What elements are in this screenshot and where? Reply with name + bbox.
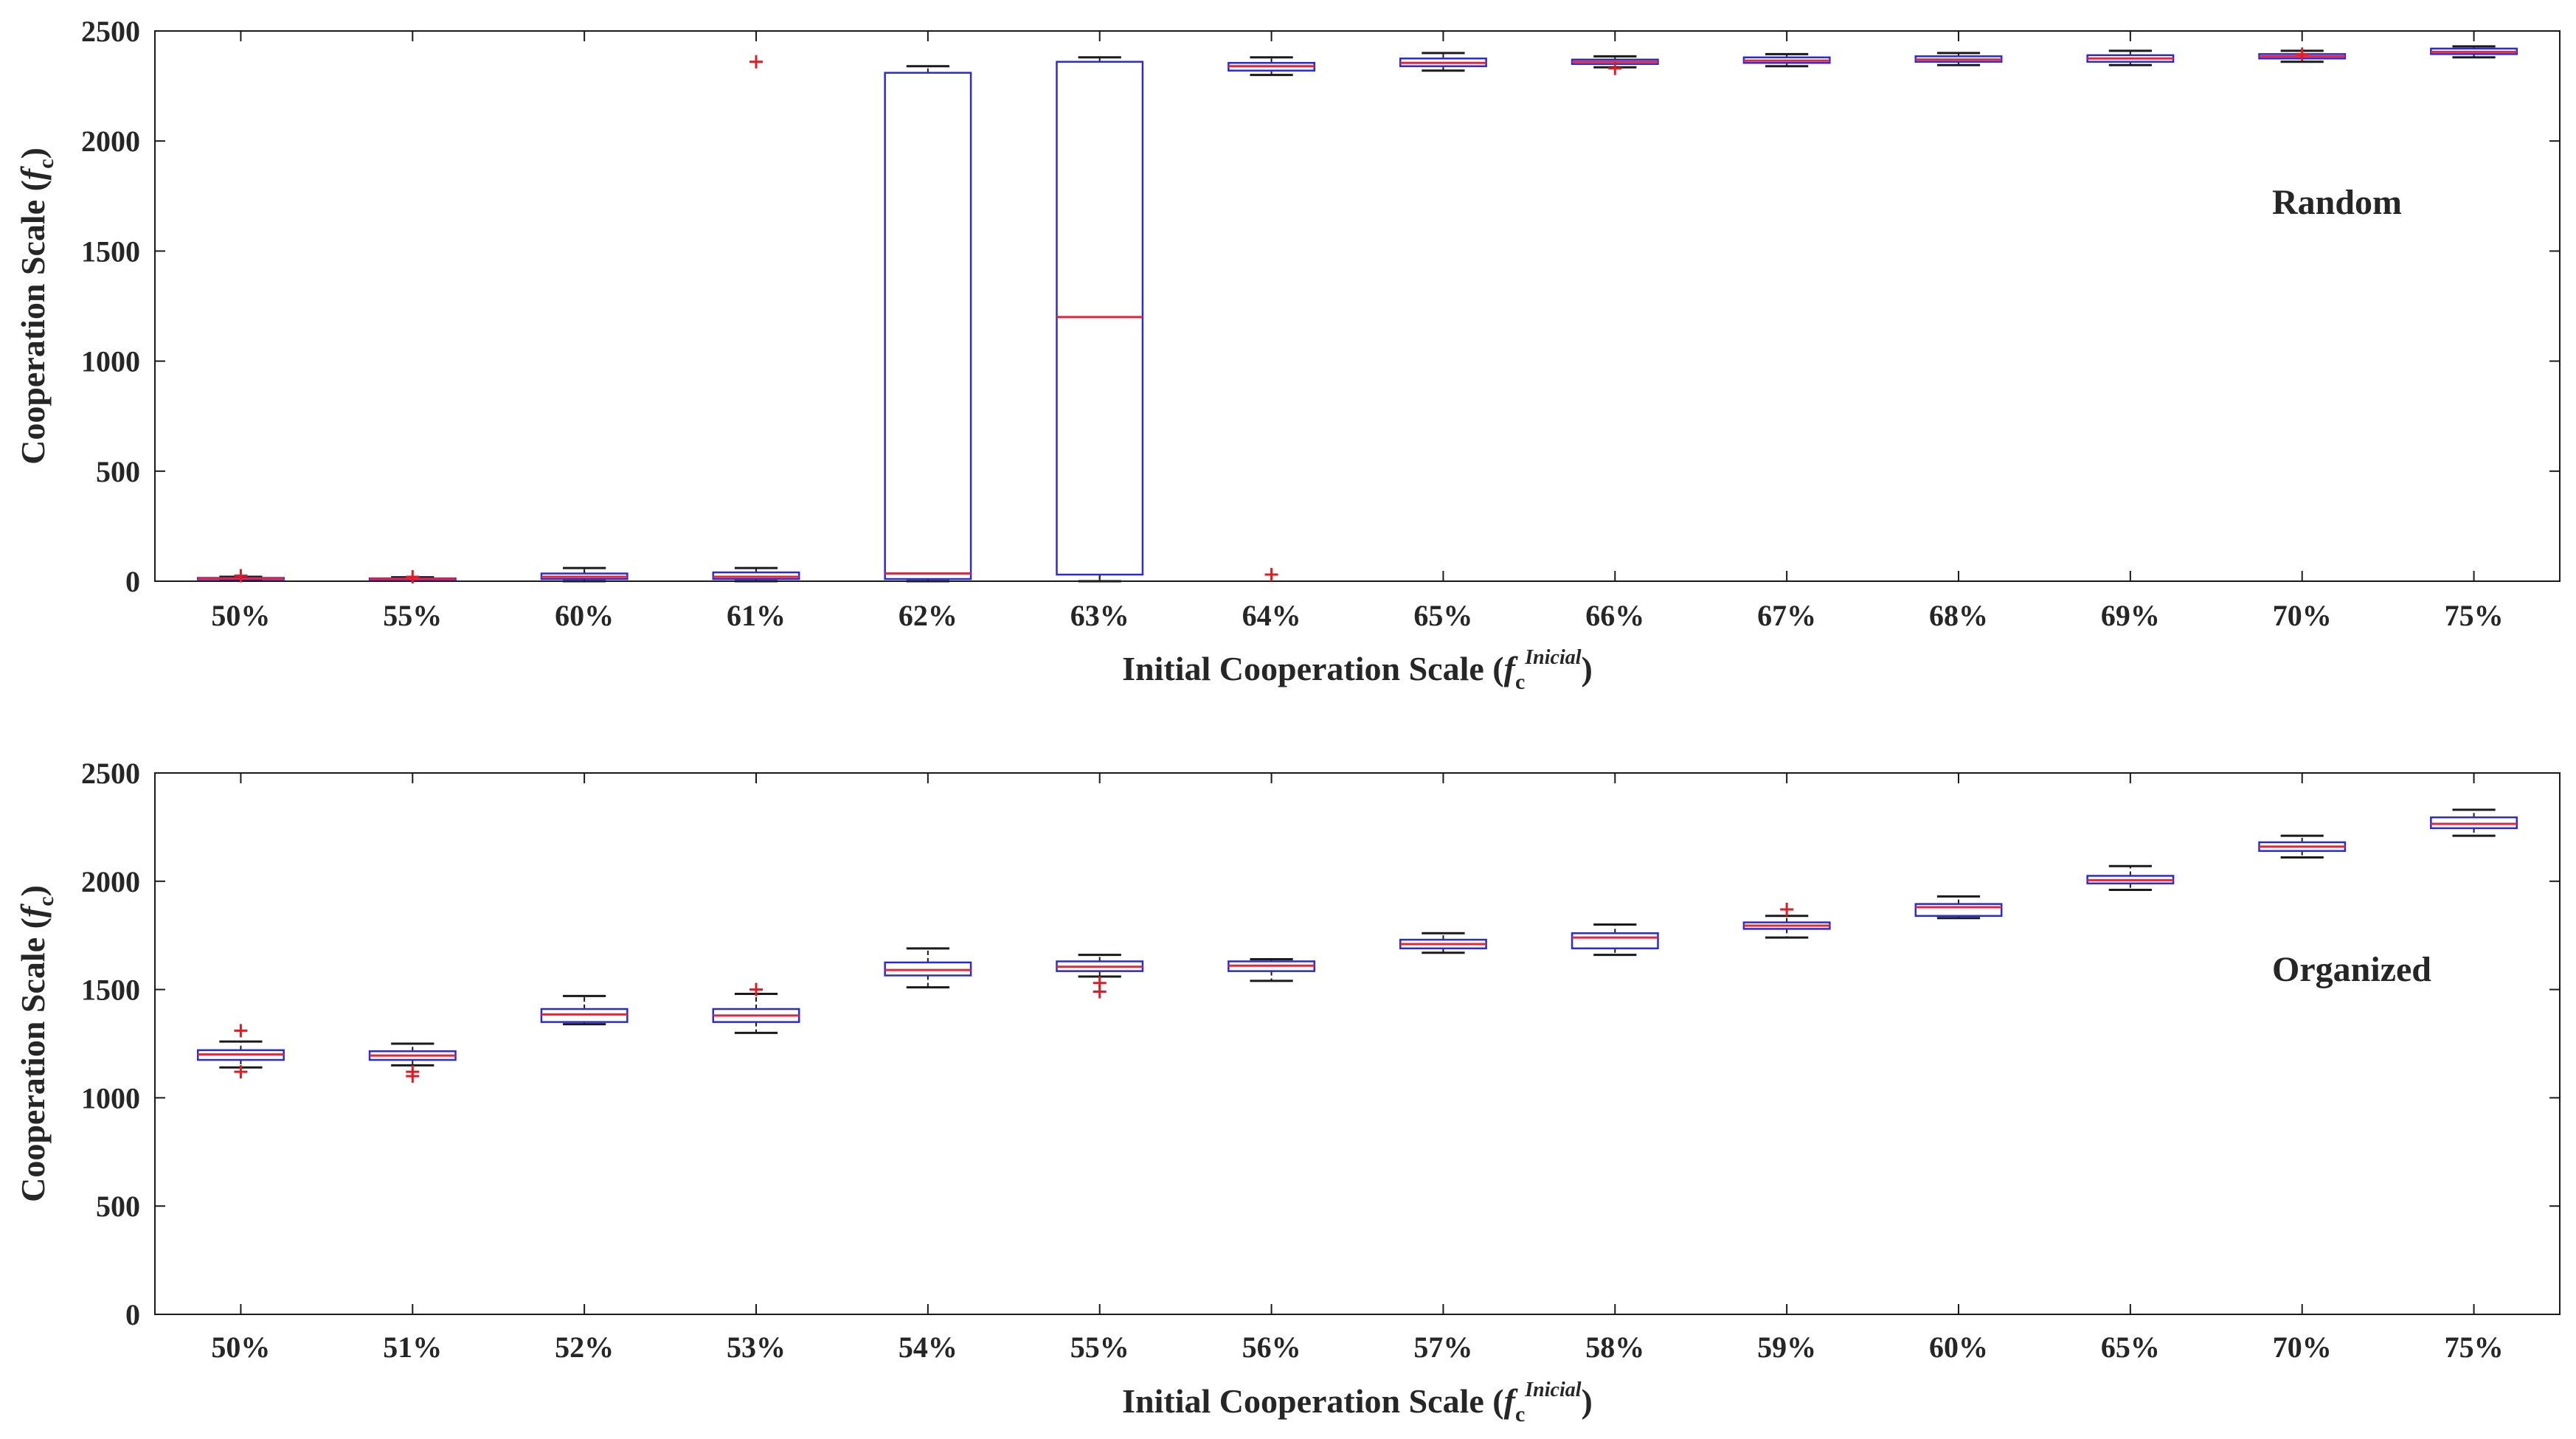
box-11 <box>2086 49 2175 66</box>
x-tick-label: 67% <box>1757 599 1816 632</box>
panel-annotation: Organized <box>2272 950 2431 989</box>
box-13 <box>2430 808 2518 837</box>
y-tick-label: 2500 <box>81 757 140 790</box>
chart-panel-organized: 0 500 1000 1500 2000 2500 50% 51% 52% 53% 54% 55% 56… <box>14 757 2561 1426</box>
y-tick-label: 1000 <box>81 1081 140 1114</box>
x-tick-label: 53% <box>727 1331 786 1364</box>
y-tick-label: 0 <box>125 565 140 598</box>
x-tick-label: 60% <box>1929 1331 1988 1364</box>
box-5 <box>1056 56 1144 583</box>
x-tick-label: 50% <box>211 599 270 632</box>
box-iqr <box>1914 903 2003 918</box>
x-tick-label: 60% <box>555 599 614 632</box>
box-7 <box>1399 932 1487 954</box>
x-tick-label: 55% <box>1070 1331 1129 1364</box>
outlier-marker <box>406 570 420 584</box>
panel-annotation: Random <box>2272 183 2402 222</box>
outlier-marker <box>2295 47 2309 61</box>
outlier-marker <box>1093 985 1107 999</box>
x-tick-label: 58% <box>1585 1331 1644 1364</box>
box-1 <box>368 570 457 584</box>
y-axis-title: Cooperation Scale (fc) <box>14 148 58 465</box>
box-11 <box>2086 864 2175 892</box>
y-tick-label: 0 <box>125 1298 140 1331</box>
box-4 <box>884 65 972 583</box>
outlier-marker <box>234 569 248 583</box>
y-tick-label: 1500 <box>81 235 140 268</box>
x-axis-title: Initial Cooperation Scale (fcInicial) <box>1122 1379 1593 1426</box>
box-10 <box>1914 895 2003 920</box>
box-6 <box>1228 957 1316 982</box>
y-tick-label: 1500 <box>81 974 140 1007</box>
x-tick-label: 75% <box>2445 599 2504 632</box>
x-tick-label: 64% <box>1242 599 1301 632</box>
x-tick-label: 70% <box>2273 599 2332 632</box>
outlier-marker <box>1264 568 1278 582</box>
box-3 <box>712 982 800 1034</box>
box-1 <box>368 1042 457 1083</box>
x-tick-label: 51% <box>383 1331 442 1364</box>
box-13 <box>2430 45 2518 59</box>
y-axis-title: Cooperation Scale (fc) <box>14 885 58 1202</box>
box-8 <box>1571 923 1659 957</box>
x-tick-label: 62% <box>899 599 958 632</box>
box-6 <box>1228 56 1316 582</box>
outlier-marker <box>1780 902 1794 916</box>
box-4 <box>884 947 972 989</box>
outlier-marker <box>406 1069 420 1083</box>
box-10 <box>1914 52 2003 66</box>
y-tick-label: 500 <box>96 455 140 488</box>
x-tick-label: 55% <box>383 599 442 632</box>
y-tick-label: 1000 <box>81 345 140 378</box>
outlier-marker <box>749 55 763 69</box>
outlier-marker <box>749 982 763 996</box>
x-tick-label: 56% <box>1242 1331 1301 1364</box>
plot-frame <box>154 30 2561 582</box>
y-tick-label: 500 <box>96 1190 140 1223</box>
x-tick-label: 65% <box>1413 599 1472 632</box>
plot-frame <box>154 772 2561 1315</box>
y-tick-label: 2000 <box>81 865 140 898</box>
x-tick-label: 52% <box>555 1331 614 1364</box>
box-iqr <box>1571 932 1659 950</box>
outlier-marker <box>234 1024 248 1038</box>
box-0 <box>196 569 285 583</box>
x-axis-title: Initial Cooperation Scale (fcInicial) <box>1122 646 1593 694</box>
box-12 <box>2258 47 2347 63</box>
box-12 <box>2258 834 2347 859</box>
x-tick-label: 75% <box>2445 1331 2504 1364</box>
box-9 <box>1742 52 1831 68</box>
y-tick-label: 2500 <box>81 15 140 48</box>
outlier-marker <box>234 1065 248 1079</box>
box-0 <box>196 1024 285 1079</box>
box-9 <box>1742 902 1831 939</box>
x-tick-label: 65% <box>2101 1331 2160 1364</box>
x-tick-label: 66% <box>1585 599 1644 632</box>
box-3 <box>712 55 800 583</box>
y-tick-label: 2000 <box>81 125 140 158</box>
x-tick-label: 70% <box>2273 1331 2332 1364</box>
x-tick-label: 63% <box>1070 599 1129 632</box>
x-tick-label: 54% <box>899 1331 958 1364</box>
x-tick-label: 61% <box>727 599 786 632</box>
x-tick-label: 59% <box>1757 1331 1816 1364</box>
x-tick-label: 50% <box>211 1331 270 1364</box>
outlier-marker <box>1608 61 1622 75</box>
box-2 <box>540 994 629 1026</box>
box-7 <box>1399 52 1487 72</box>
x-tick-label: 68% <box>1929 599 1988 632</box>
chart-panel-random: 0 500 1000 1500 2000 2500 50% 55% 60% 61% 62% 63% 64… <box>14 15 2561 694</box>
box-iqr <box>884 72 972 580</box>
x-tick-label: 69% <box>2101 599 2160 632</box>
box-5 <box>1056 954 1144 999</box>
box-8 <box>1571 55 1659 75</box>
x-tick-label: 57% <box>1413 1331 1472 1364</box>
box-2 <box>540 566 629 583</box>
